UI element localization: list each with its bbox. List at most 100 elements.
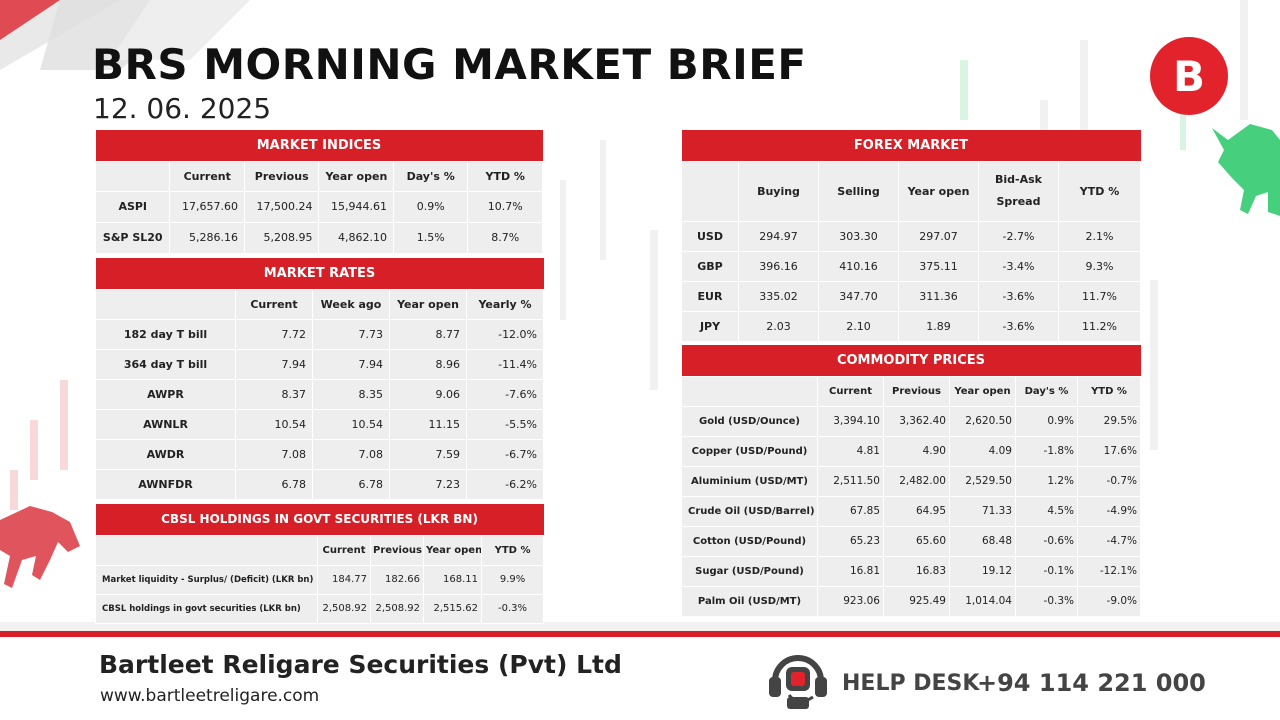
cell-value: 375.11	[898, 250, 979, 282]
table-row: S&P SL20 5,286.16 5,208.95 4,862.10 1.5%…	[94, 221, 543, 254]
cell-value: -4.7%	[1077, 525, 1141, 557]
corner-cell	[95, 288, 236, 320]
col-header: Previous	[883, 375, 950, 407]
cell-value: 168.11	[423, 564, 482, 595]
cell-value: 8.96	[389, 348, 467, 380]
cell-value: 1.2%	[1015, 465, 1078, 497]
row-label: AWDR	[95, 438, 236, 470]
cell-value: 9.3%	[1057, 250, 1142, 282]
cell-value: 2,508.92	[370, 593, 424, 624]
col-header: Current	[169, 160, 245, 192]
cell-value: 7.73	[312, 318, 390, 350]
table-row: Cotton (USD/Pound) 65.23 65.60 68.48 -0.…	[681, 525, 1141, 557]
col-header: Day's %	[392, 160, 469, 192]
col-header: YTD %	[480, 534, 545, 566]
cell-value: -11.4%	[465, 348, 545, 380]
cell-value: 0.9%	[392, 190, 469, 223]
col-header: Year open	[898, 160, 979, 222]
row-label: EUR	[681, 280, 739, 312]
table-row: USD 294.97 303.30 297.07 -2.7% 2.1%	[681, 220, 1142, 252]
cell-value: -0.3%	[480, 593, 545, 624]
col-header: YTD %	[467, 160, 543, 192]
table-row: 364 day T bill 7.94 7.94 8.96 -11.4%	[95, 348, 545, 380]
cell-value: 347.70	[818, 280, 899, 312]
cell-value: 3,362.40	[883, 405, 950, 437]
cell-value: 311.36	[898, 280, 979, 312]
col-header: Bid-Ask Spread	[978, 160, 1059, 222]
forex-market-table: FOREX MARKET Buying Selling Year open Bi…	[681, 130, 1142, 342]
cell-value: 17,657.60	[169, 190, 245, 223]
row-label: ASPI	[94, 190, 171, 223]
table-row: Market liquidity - Surplus/ (Deficit) (L…	[95, 564, 545, 595]
forex-market-title: FOREX MARKET	[681, 130, 1141, 161]
cell-value: 11.15	[389, 408, 467, 440]
cell-value: 2,515.62	[423, 593, 482, 624]
row-label: Gold (USD/Ounce)	[681, 405, 818, 437]
cell-value: 4.90	[883, 435, 950, 467]
cell-value: -9.0%	[1077, 585, 1141, 617]
company-name: Bartleet Religare Securities (Pvt) Ltd	[99, 650, 622, 679]
row-label: 364 day T bill	[95, 348, 236, 380]
row-label: Crude Oil (USD/Barrel)	[681, 495, 818, 527]
cell-value: 10.7%	[467, 190, 543, 223]
table-row: AWNLR 10.54 10.54 11.15 -5.5%	[95, 408, 545, 440]
cell-value: 4.5%	[1015, 495, 1078, 527]
cell-value: -0.3%	[1015, 585, 1078, 617]
cell-value: -3.6%	[978, 310, 1059, 342]
cell-value: 7.08	[235, 438, 313, 470]
row-label: S&P SL20	[94, 221, 171, 254]
cell-value: 1,014.04	[949, 585, 1016, 617]
cell-value: 7.23	[389, 468, 467, 500]
col-header: Previous	[370, 534, 424, 566]
brs-logo: B	[1150, 37, 1228, 115]
cell-value: -3.6%	[978, 280, 1059, 312]
col-header: Year open	[318, 160, 394, 192]
cell-value: 925.49	[883, 585, 950, 617]
cell-value: -6.2%	[465, 468, 545, 500]
cell-value: 3,394.10	[817, 405, 884, 437]
cell-value: 64.95	[883, 495, 950, 527]
website-link[interactable]: www.bartleetreligare.com	[100, 686, 320, 706]
cell-value: 7.59	[389, 438, 467, 470]
page-title: BRS MORNING MARKET BRIEF	[92, 40, 807, 89]
cell-value: 11.2%	[1057, 310, 1142, 342]
cell-value: -2.7%	[978, 220, 1059, 252]
cell-value: -0.6%	[1015, 525, 1078, 557]
cell-value: 4,862.10	[318, 221, 394, 254]
cell-value: -1.8%	[1015, 435, 1078, 467]
cell-value: 17,500.24	[243, 190, 320, 223]
table-row: AWPR 8.37 8.35 9.06 -7.6%	[95, 378, 545, 410]
table-row: JPY 2.03 2.10 1.89 -3.6% 11.2%	[681, 310, 1142, 342]
cell-value: 182.66	[370, 564, 424, 595]
market-indices-table: MARKET INDICES Current Previous Year ope…	[94, 130, 543, 254]
commodity-prices-title: COMMODITY PRICES	[681, 345, 1141, 376]
cell-value: 0.9%	[1015, 405, 1078, 437]
cbsl-holdings-title: CBSL HOLDINGS IN GOVT SECURITIES (LKR BN…	[95, 504, 544, 535]
col-header: Week ago	[312, 288, 390, 320]
market-rates-table: MARKET RATES Current Week ago Year open …	[95, 258, 545, 500]
cell-value: 6.78	[312, 468, 390, 500]
cell-value: 10.54	[235, 408, 313, 440]
help-desk-phone[interactable]: +94 114 221 000	[977, 669, 1206, 697]
cell-value: 15,944.61	[318, 190, 394, 223]
cell-value: -4.9%	[1077, 495, 1141, 527]
row-label: Market liquidity - Surplus/ (Deficit) (L…	[95, 564, 318, 595]
cell-value: 9.9%	[480, 564, 545, 595]
cell-value: 7.94	[312, 348, 390, 380]
col-header: Year open	[389, 288, 467, 320]
cell-value: 1.89	[898, 310, 979, 342]
commodity-prices-table: COMMODITY PRICES Current Previous Year o…	[681, 345, 1141, 617]
cell-value: 2.1%	[1057, 220, 1142, 252]
row-label: Cotton (USD/Pound)	[681, 525, 818, 557]
table-row: Aluminium (USD/MT) 2,511.50 2,482.00 2,5…	[681, 465, 1141, 497]
cell-value: 7.72	[235, 318, 313, 350]
cell-value: 294.97	[738, 220, 819, 252]
corner-cell	[95, 534, 318, 566]
cell-value: 5,208.95	[243, 221, 320, 254]
cell-value: 19.12	[949, 555, 1016, 587]
row-label: 182 day T bill	[95, 318, 236, 350]
cell-value: 410.16	[818, 250, 899, 282]
row-label: Copper (USD/Pound)	[681, 435, 818, 467]
cell-value: 303.30	[818, 220, 899, 252]
cell-value: 16.83	[883, 555, 950, 587]
